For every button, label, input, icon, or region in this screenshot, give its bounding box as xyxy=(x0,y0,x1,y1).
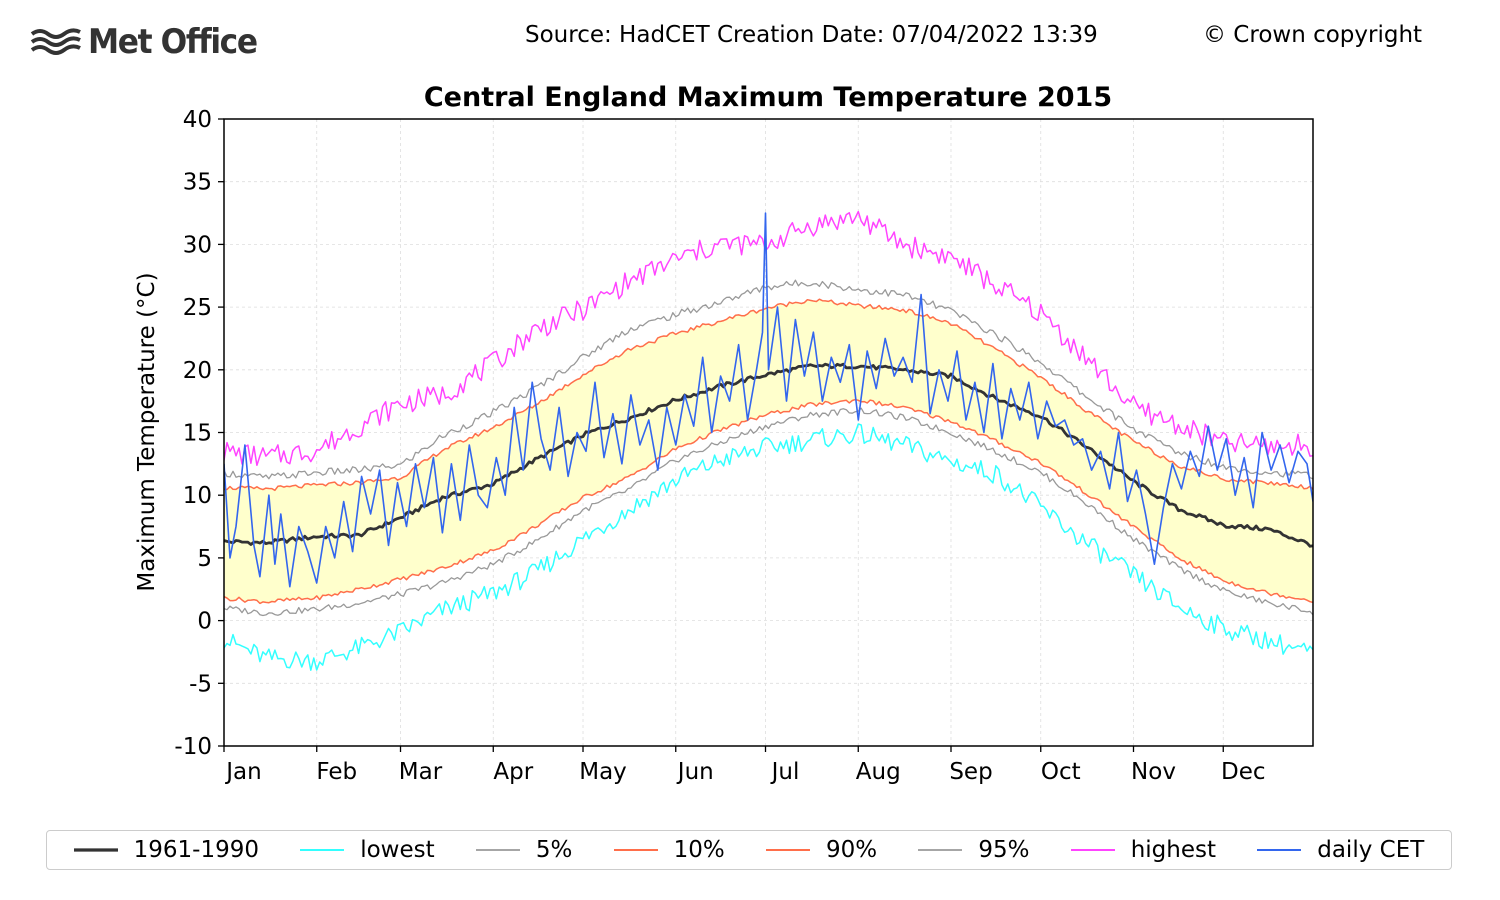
legend-label: 10% xyxy=(673,837,725,863)
series-highest-line xyxy=(224,210,1313,467)
series-p10-line xyxy=(224,398,1313,605)
legend-item-p5: 5% xyxy=(475,837,573,863)
x-tick-label: Jun xyxy=(676,759,714,785)
x-tick-label: Oct xyxy=(1041,759,1081,785)
x-tick-label: Mar xyxy=(399,759,443,785)
legend-item-p95: 95% xyxy=(918,837,1029,863)
x-tick-label: Aug xyxy=(856,759,901,785)
legend-swatch-p90 xyxy=(765,849,810,851)
logo-text: Met Office xyxy=(88,22,258,62)
legend-swatch-highest xyxy=(1070,849,1115,851)
legend-swatch-daily xyxy=(1257,849,1302,851)
band-10-90 xyxy=(224,299,1313,604)
legend-item-p10: 10% xyxy=(613,837,725,863)
legend-label: 1961-1990 xyxy=(133,837,259,863)
legend-item-daily: daily CET xyxy=(1257,837,1424,863)
y-tick-label: 35 xyxy=(183,170,212,196)
met-office-logo: Met Office xyxy=(30,22,271,62)
legend-swatch-p5 xyxy=(475,849,520,851)
series-p5-line xyxy=(224,407,1313,617)
chart-legend: 1961-1990 lowest 5% 10% 90% 95% highest daily C… xyxy=(46,830,1452,870)
y-tick-label: 0 xyxy=(197,609,212,635)
source-text: Source: HadCET Creation Date: 07/04/2022… xyxy=(525,22,1098,48)
series-normal-line xyxy=(224,362,1313,548)
series-p95-line xyxy=(224,279,1313,480)
x-tick-label: Sep xyxy=(949,759,992,785)
y-tick-label: 5 xyxy=(197,546,212,572)
met-office-wave-icon xyxy=(30,28,81,55)
x-tick-label: May xyxy=(579,759,627,785)
legend-label: 5% xyxy=(535,837,573,863)
y-axis-label: Maximum Temperature (°C) xyxy=(134,272,160,591)
series-lowest-line xyxy=(224,423,1313,671)
chart-title: Central England Maximum Temperature 2015 xyxy=(424,82,1112,113)
series-lines xyxy=(224,210,1313,671)
series-p90-line xyxy=(224,298,1313,492)
x-tick-label: Jan xyxy=(224,759,261,785)
legend-swatch-lowest xyxy=(300,849,345,851)
grid-lines xyxy=(223,118,1313,747)
x-tick-label: Dec xyxy=(1221,759,1266,785)
legend-swatch-p95 xyxy=(918,849,963,851)
y-axis-ticks: 40 35 30 25 20 15 10 5 0 -5 -10 xyxy=(174,107,224,760)
legend-swatch-p10 xyxy=(613,849,658,851)
legend-label: daily CET xyxy=(1317,837,1425,863)
legend-item-lowest: lowest xyxy=(300,837,435,863)
y-tick-label: -5 xyxy=(189,671,212,697)
legend-label: lowest xyxy=(360,837,435,863)
y-tick-label: 15 xyxy=(183,421,212,447)
y-tick-label: -10 xyxy=(174,734,212,760)
x-tick-label: Feb xyxy=(316,759,357,785)
y-tick-label: 25 xyxy=(183,295,212,321)
x-tick-label: Apr xyxy=(493,759,533,785)
legend-item-p90: 90% xyxy=(765,837,878,863)
legend-item-highest: highest xyxy=(1070,837,1216,863)
legend-item-normal: 1961-1990 xyxy=(73,837,259,863)
legend-swatch-normal xyxy=(73,848,118,852)
percentile-band xyxy=(224,299,1313,604)
y-tick-label: 30 xyxy=(183,232,212,258)
x-axis-ticks: Jan Feb Mar Apr May Jun Jul Aug Sep Oct Nov Dec xyxy=(223,746,1266,785)
series-daily-line xyxy=(224,212,1313,588)
y-tick-label: 10 xyxy=(183,483,212,509)
legend-label: 95% xyxy=(978,837,1030,863)
legend-label: highest xyxy=(1130,837,1216,863)
temperature-chart: Central England Maximum Temperature 2015… xyxy=(134,82,1314,785)
legend-label: 90% xyxy=(825,837,878,863)
copyright-text: © Crown copyright xyxy=(1203,22,1423,48)
y-tick-label: 20 xyxy=(183,358,212,384)
x-tick-label: Nov xyxy=(1131,759,1176,785)
y-tick-label: 40 xyxy=(183,107,212,133)
x-tick-label: Jul xyxy=(770,759,800,785)
